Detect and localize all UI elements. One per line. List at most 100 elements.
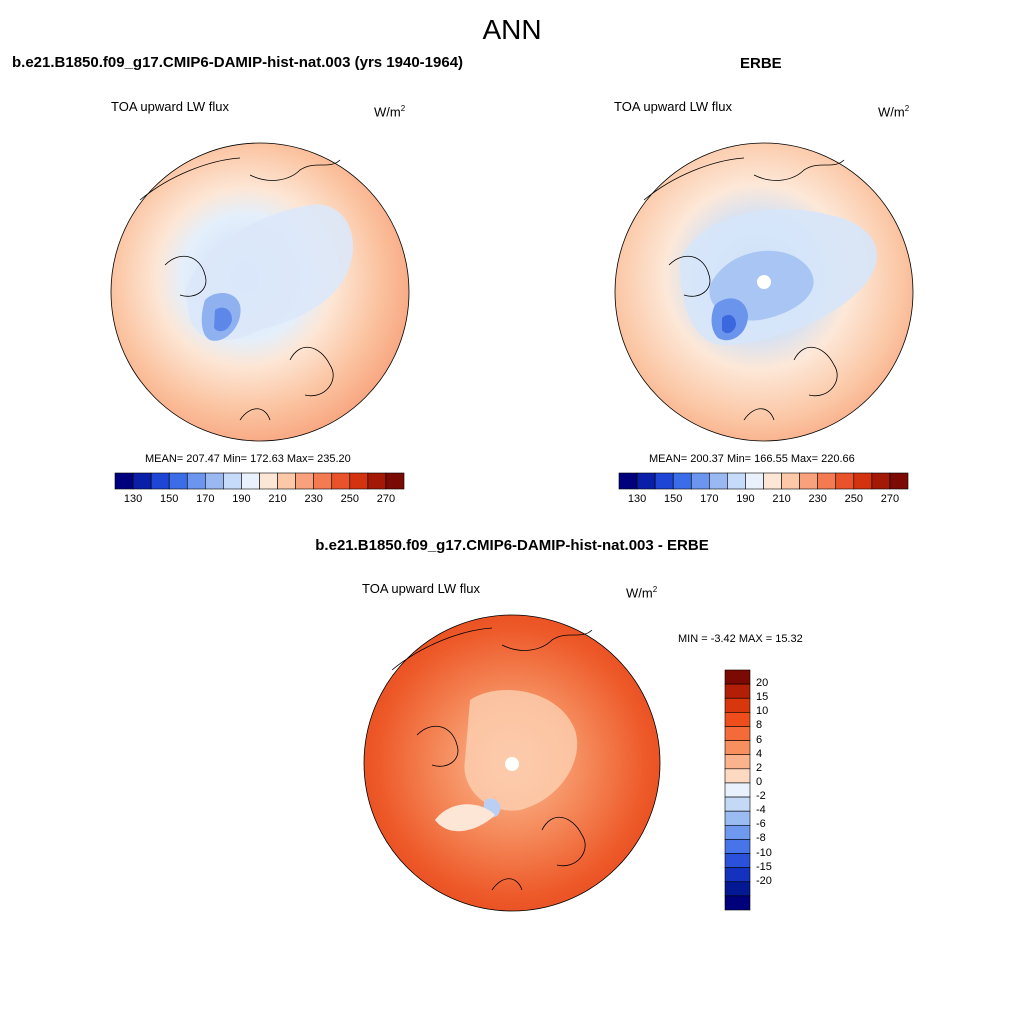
colorbar-difference-swatch [724, 768, 751, 784]
colorbar-panel-2 [618, 472, 909, 490]
colorbar-difference-tick-label: -10 [756, 846, 772, 859]
panel-1-title: b.e21.B1850.f09_g17.CMIP6-DAMIP-hist-nat… [12, 54, 464, 71]
colorbar-difference-tick-label: -6 [756, 818, 766, 831]
colorbar-difference-swatch [724, 853, 751, 868]
colorbar-panel-1-tick-label: 130 [123, 493, 143, 505]
colorbar-panel-2-swatch [817, 472, 837, 490]
colorbar-difference-swatch [724, 824, 751, 840]
colorbar-difference-tick-label: 15 [756, 691, 769, 704]
colorbar-difference-swatch [724, 754, 751, 770]
colorbar-panel-1-swatch [223, 472, 242, 490]
colorbar-panel-1-swatch [277, 472, 296, 490]
panel-3-variable-label: TOA upward LW flux [362, 581, 481, 596]
panel-3-units: W/m2 [626, 585, 657, 600]
panel-2-pole-gap [757, 275, 771, 289]
colorbar-difference-swatch [724, 867, 751, 883]
colorbar-panel-1-tick-label: 210 [268, 493, 287, 505]
colorbar-difference-tick-label: -2 [756, 790, 766, 803]
figure-title: ANN [482, 14, 542, 45]
colorbar-difference-swatch [724, 782, 751, 798]
colorbar-panel-1-tick-label: 170 [196, 493, 215, 505]
colorbar-panel-2-tick-label: 230 [808, 493, 827, 505]
colorbar-difference-swatch [724, 895, 751, 911]
colorbar-panel-1-swatch [295, 472, 314, 490]
colorbar-difference-swatch [724, 810, 751, 826]
colorbar-panel-2-swatch [799, 472, 818, 490]
panel-2-title: ERBE [740, 55, 782, 72]
colorbar-panel-1-tick-label: 150 [160, 493, 179, 505]
colorbar-panel-2-tick-label: 210 [772, 493, 791, 505]
colorbar-panel-1-swatch [168, 472, 188, 490]
colorbar-difference-tick-label: -15 [756, 860, 772, 873]
colorbar-panel-1-swatch [132, 472, 152, 490]
panel-3-title: b.e21.B1850.f09_g17.CMIP6-DAMIP-hist-nat… [315, 537, 709, 554]
panel-1-map [110, 142, 410, 442]
colorbar-difference-tick-label: -20 [756, 874, 772, 887]
colorbar-panel-2-swatch [871, 472, 891, 490]
panel-1-units: W/m2 [374, 104, 405, 119]
colorbar-panel-2-swatch [654, 472, 674, 490]
panel-2-units-exp: 2 [904, 104, 910, 113]
colorbar-panel-2-swatch [618, 472, 638, 490]
colorbar-panel-1-swatch [114, 472, 134, 490]
colorbar-panel-2-swatch [745, 472, 764, 490]
panel-2-units: W/m2 [878, 104, 909, 119]
colorbar-panel-2-swatch [889, 472, 909, 490]
colorbar-difference-tick-label: -8 [756, 832, 766, 845]
colorbar-panel-1 [114, 472, 405, 490]
colorbar-difference-tick-label: 20 [756, 677, 769, 690]
colorbar-panel-2-swatch [781, 472, 800, 490]
colorbar-panel-1-swatch [241, 472, 260, 490]
colorbar-panel-2-tick-label: 270 [880, 493, 900, 505]
colorbar-panel-2-swatch [672, 472, 692, 490]
colorbar-panel-1-tick-label: 190 [232, 493, 251, 505]
colorbar-difference-swatch [724, 839, 751, 854]
colorbar-panel-2-tick-label: 190 [736, 493, 755, 505]
colorbar-panel-1-swatch [385, 472, 405, 490]
colorbar-difference-swatch [724, 669, 751, 685]
colorbar-panel-1-swatch [349, 472, 369, 490]
panel-2-stats: MEAN= 200.37 Min= 166.55 Max= 220.66 [649, 453, 855, 465]
colorbar-difference-tick-label: -4 [756, 804, 766, 817]
colorbar-panel-2-swatch [690, 472, 710, 490]
panel-1-units-base: W/m [374, 104, 401, 120]
colorbar-panel-1-swatch [331, 472, 351, 490]
colorbar-panel-1-tick-label: 250 [340, 493, 359, 505]
panel-1-stats: MEAN= 207.47 Min= 172.63 Max= 235.20 [145, 453, 351, 465]
colorbar-panel-1-swatch [186, 472, 206, 490]
colorbar-difference-swatch [724, 712, 751, 727]
colorbar-difference-tick-label: 6 [756, 733, 763, 746]
colorbar-panel-2-swatch [763, 472, 782, 490]
colorbar-panel-1-tick-label: 230 [304, 493, 323, 505]
panel-1-variable-label: TOA upward LW flux [111, 99, 230, 114]
colorbar-difference-tick-label: 0 [756, 775, 763, 788]
colorbar-difference-swatch [724, 881, 751, 897]
colorbar-difference-swatch [724, 726, 751, 741]
panel-3-pole-gap [505, 757, 519, 771]
colorbar-panel-2-tick-label: 250 [844, 493, 863, 505]
panel-3-units-exp: 2 [652, 585, 658, 594]
colorbar-panel-1-tick-label: 270 [376, 493, 396, 505]
colorbar-panel-2-tick-label: 150 [664, 493, 683, 505]
colorbar-difference-tick-label: 8 [756, 719, 763, 732]
colorbar-panel-2-tick-label: 130 [627, 493, 647, 505]
colorbar-difference-tick-label: 2 [756, 761, 763, 774]
colorbar-panel-2-swatch [709, 472, 728, 490]
colorbar-panel-1-swatch [205, 472, 224, 490]
panel-3-stats: MIN = -3.42 MAX = 15.32 [678, 633, 803, 645]
panel-3-units-base: W/m [626, 585, 653, 601]
colorbar-panel-1-swatch [367, 472, 387, 490]
panel-3-map [363, 614, 661, 912]
colorbar-panel-2-tick-label: 170 [700, 493, 719, 505]
colorbar-panel-2-swatch [835, 472, 855, 490]
colorbar-panel-2-swatch [853, 472, 873, 490]
panel-1-units-exp: 2 [400, 104, 406, 113]
panel-2-units-base: W/m [878, 104, 905, 120]
colorbar-difference-tick-label: 4 [756, 747, 763, 760]
colorbar-difference-swatch [724, 796, 751, 812]
colorbar-difference-swatch [724, 697, 751, 713]
colorbar-panel-1-swatch [313, 472, 333, 490]
colorbar-difference-swatch [724, 740, 751, 756]
colorbar-panel-2-swatch [636, 472, 656, 490]
